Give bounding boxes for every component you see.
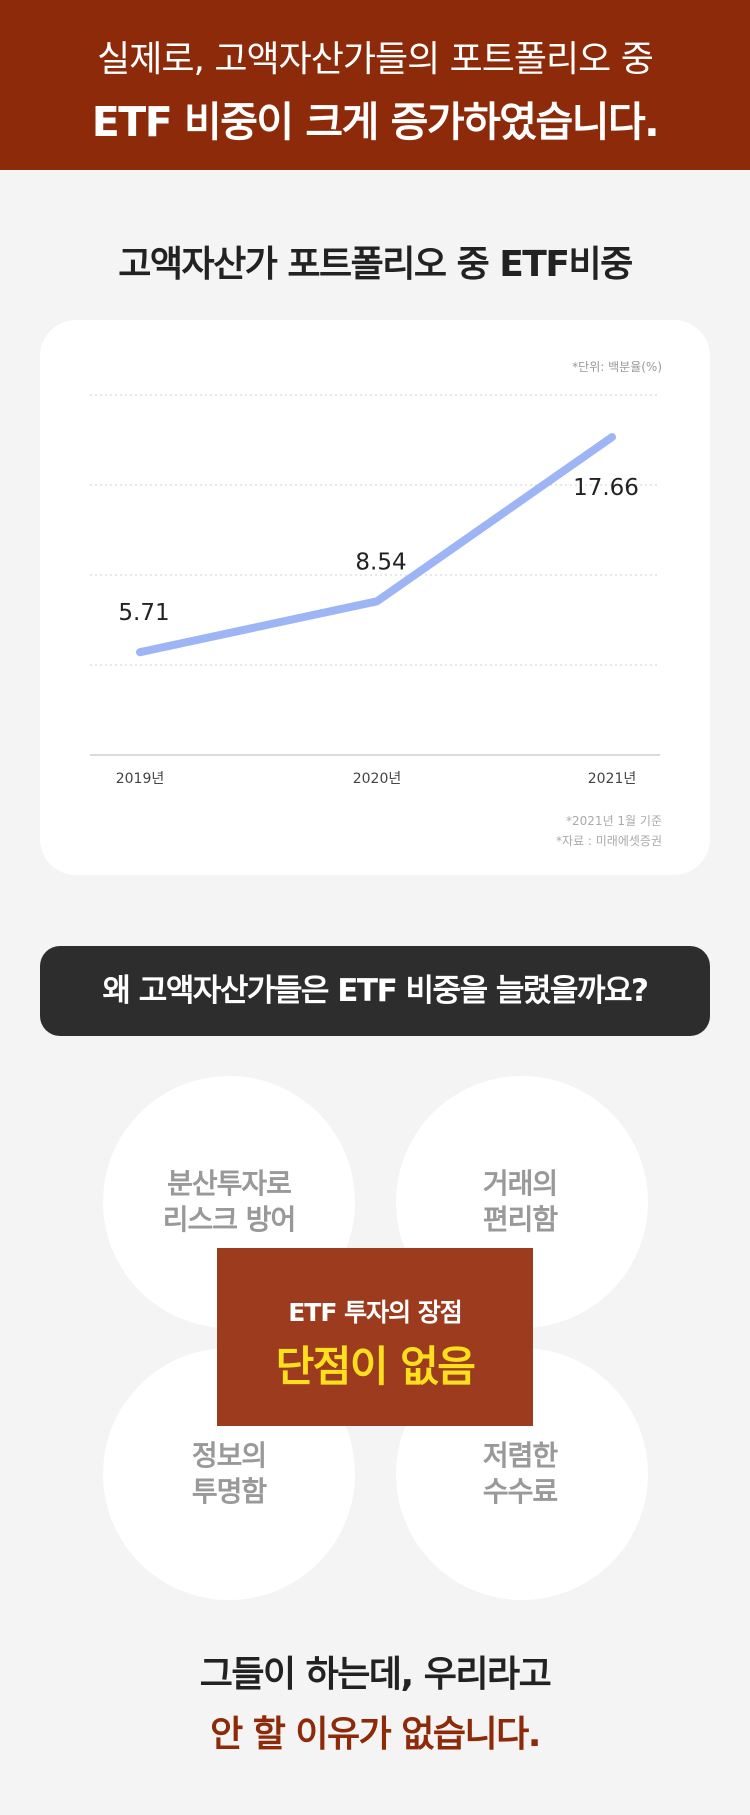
benefit-text-line: 편리함 [482, 1203, 558, 1236]
benefit-text-line: 투명함 [191, 1475, 267, 1508]
chart-card: 2019년 2020년 2021년 5.71 8.54 17.66 *단위: 백분율(%)… [40, 320, 710, 875]
benefit-convenience: 거래의 편리함 [420, 1166, 620, 1238]
chart-title: 고액자산가 포트폴리오 중 ETF비중 [118, 244, 633, 285]
benefit-text-line: 정보의 [191, 1439, 267, 1472]
benefit-diversification: 분산투자로 리스크 방어 [129, 1166, 329, 1238]
data-label: 17.66 [573, 475, 639, 501]
x-tick-label: 2021년 [588, 771, 637, 787]
series-line [136, 433, 616, 657]
unit-note: *단위: 백분율(%) [572, 360, 662, 374]
banner-line-1: 실제로, 고액자산가들의 포트폴리오 중 [97, 39, 654, 80]
closing-line-2: 안 할 이유가 없습니다. [210, 1714, 541, 1755]
banner-line-2: ETF 비중이 크게 증가하였습니다. [91, 98, 660, 146]
x-tick-label: 2019년 [116, 771, 165, 787]
benefit-low-fees: 저렴한 수수료 [420, 1438, 620, 1510]
benefit-text-line: 저렴한 [482, 1439, 558, 1472]
benefit-text-line: 분산투자로 [167, 1167, 292, 1200]
question-banner: 왜 고액자산가들은 ETF 비중을 늘렸을까요? [40, 946, 710, 1036]
benefit-transparency: 정보의 투명함 [129, 1438, 329, 1510]
advantage-highlight: 단점이 없음 [275, 1342, 476, 1391]
line-chart: 2019년 2020년 2021년 5.71 8.54 17.66 [90, 394, 660, 787]
footnote-source: *자료 : 미래에셋증권 [556, 834, 662, 848]
etf-advantage-box: ETF 투자의 장점 단점이 없음 [217, 1248, 533, 1426]
benefit-text-line: 수수료 [482, 1475, 558, 1508]
data-label: 5.71 [118, 600, 169, 626]
benefit-text-line: 거래의 [482, 1167, 558, 1200]
benefit-text-line: 리스크 방어 [162, 1203, 297, 1236]
header-banner: 실제로, 고액자산가들의 포트폴리오 중 ETF 비중이 크게 증가하였습니다. [0, 0, 750, 170]
closing-line-1: 그들이 하는데, 우리라고 [199, 1654, 552, 1695]
x-tick-label: 2020년 [353, 771, 402, 787]
data-label: 8.54 [355, 549, 406, 575]
footnote-date: *2021년 1월 기준 [566, 814, 662, 828]
advantage-title: ETF 투자의 장점 [288, 1298, 463, 1327]
